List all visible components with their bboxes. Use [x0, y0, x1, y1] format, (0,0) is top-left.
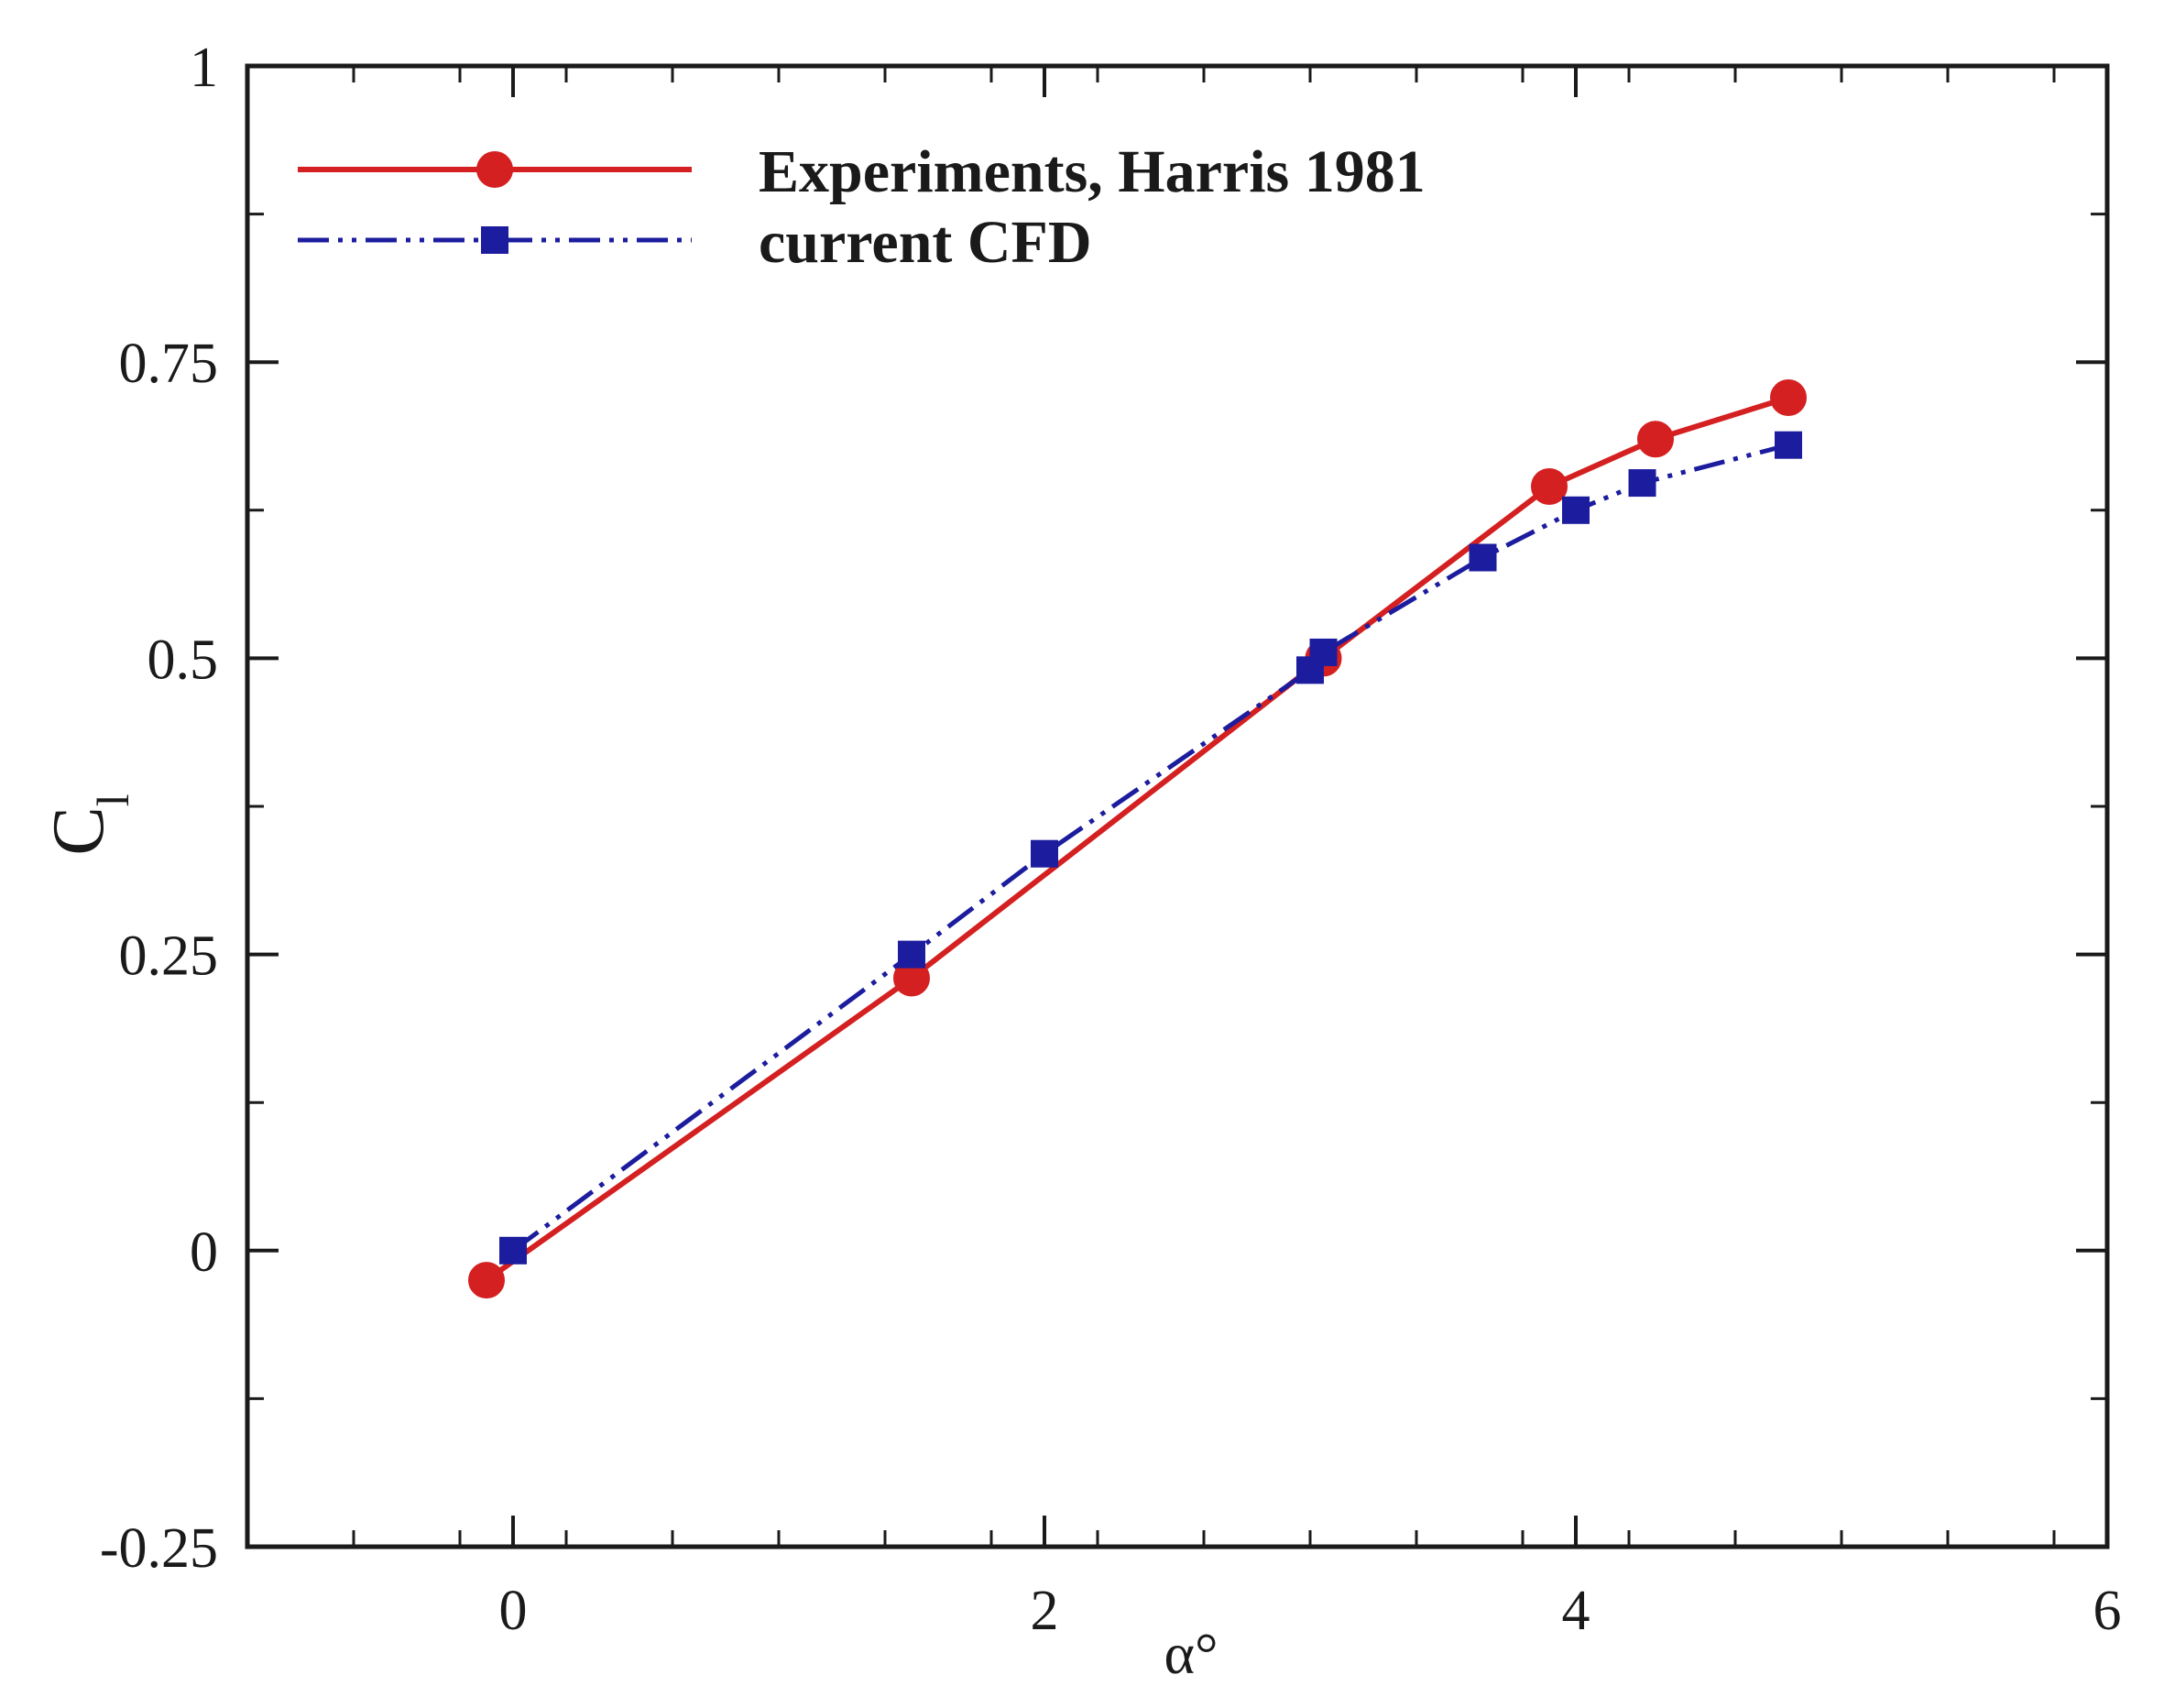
legend-marker — [481, 226, 508, 254]
series-line — [511, 443, 1789, 1253]
x-tick-label: 4 — [1562, 1580, 1590, 1642]
data-point — [1309, 638, 1338, 666]
series-cfd — [499, 431, 1802, 1265]
y-axis-title: Cl — [38, 794, 138, 855]
x-tick-label: 6 — [2093, 1580, 2122, 1642]
y-tick-label: 1 — [190, 37, 218, 99]
data-point — [1628, 469, 1656, 498]
x-tick-label: 0 — [499, 1580, 528, 1642]
axes: 0 2 4 6 -0.25 0 0.25 0.5 0.75 1 α° Cl — [38, 37, 2122, 1686]
legend-label: Experiments, Harris 1981 — [759, 138, 1426, 205]
plot-series — [468, 378, 1807, 1299]
y-tick-label: -0.25 — [100, 1517, 218, 1580]
data-point — [1775, 431, 1802, 459]
data-point — [1562, 496, 1590, 524]
data-point — [1637, 421, 1674, 458]
plot-frame — [245, 63, 2110, 1549]
data-point — [1770, 378, 1807, 416]
data-point — [499, 1236, 527, 1265]
data-point — [1469, 543, 1497, 572]
x-tick-label: 2 — [1031, 1580, 1059, 1642]
y-tick-label: 0.5 — [148, 629, 219, 691]
data-point — [898, 940, 925, 969]
x-axis-title: α° — [1164, 1621, 1218, 1686]
y-axis-title-subscript: l — [87, 794, 138, 806]
series-line — [485, 395, 1789, 1283]
series-experiments — [468, 378, 1807, 1299]
legend-marker — [476, 151, 513, 188]
y-tick-label: 0.75 — [119, 333, 219, 395]
data-point — [1031, 839, 1058, 868]
legend-label: current CFD — [759, 209, 1092, 276]
y-tick-label: 0.25 — [119, 925, 219, 988]
y-tick-label: 0 — [190, 1221, 218, 1284]
data-point — [1531, 467, 1568, 505]
data-point — [468, 1262, 505, 1299]
